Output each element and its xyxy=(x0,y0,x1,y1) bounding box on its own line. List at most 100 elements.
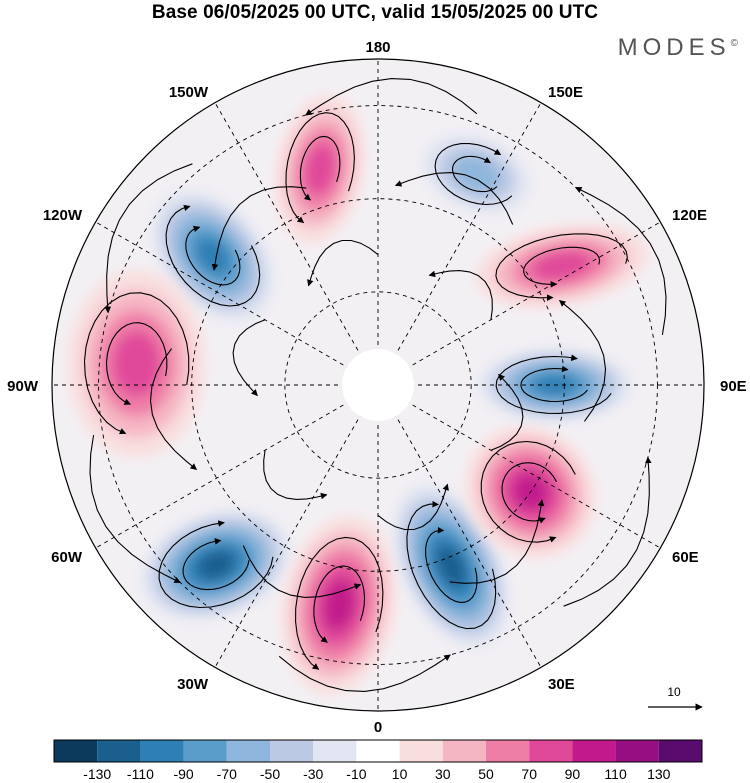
streamline xyxy=(295,536,384,670)
colorbar-swatch xyxy=(313,740,357,762)
map-border xyxy=(51,58,705,712)
colorbar-tick-label: -130 xyxy=(83,766,111,782)
colorbar-swatch xyxy=(658,740,702,762)
streamline xyxy=(263,450,328,500)
streamline xyxy=(449,499,545,584)
colorbar-swatch xyxy=(54,740,98,762)
meridian-line xyxy=(95,384,379,549)
anomaly-contour xyxy=(197,551,235,579)
anomaly-contour xyxy=(304,143,336,195)
streamline xyxy=(394,172,514,225)
colorbar-tick-label: 50 xyxy=(478,766,494,782)
streamline xyxy=(307,239,379,287)
streamline xyxy=(165,204,261,307)
lon-label-90e: 90E xyxy=(720,378,747,395)
colorbar-frame xyxy=(53,739,703,763)
streamline xyxy=(232,319,266,397)
streamline xyxy=(558,299,607,422)
colorbar-swatch xyxy=(615,740,659,762)
colorbar-tick-label: 70 xyxy=(521,766,537,782)
colorbar-tick-label: 110 xyxy=(604,766,627,782)
anomaly-contour xyxy=(452,156,501,192)
meridian-line xyxy=(377,384,661,549)
brand-mark: © xyxy=(730,38,738,49)
streamline xyxy=(434,143,513,206)
latitude-circle xyxy=(98,105,658,665)
streamline xyxy=(377,483,449,531)
pole-cap xyxy=(342,349,414,421)
streamline xyxy=(313,565,366,643)
colorbar-tick-label: -10 xyxy=(346,766,366,782)
streamline xyxy=(495,354,612,414)
streamline xyxy=(182,538,250,591)
lon-label-0: 0 xyxy=(374,719,382,736)
colorbar-swatch xyxy=(399,740,443,762)
colorbar-swatch xyxy=(356,740,400,762)
streamline xyxy=(105,322,168,405)
streamline xyxy=(425,526,478,603)
meridian-line xyxy=(377,102,542,386)
meridian-line xyxy=(95,221,379,386)
streamline xyxy=(305,78,478,116)
anomaly-contour xyxy=(531,251,592,281)
streamline xyxy=(520,365,588,403)
streamline xyxy=(89,435,181,584)
colorbar-swatch xyxy=(572,740,616,762)
streamline xyxy=(299,135,341,201)
colorbar-tick-label: 30 xyxy=(435,766,451,782)
anomaly-alaska-high xyxy=(275,94,366,244)
streamline xyxy=(83,292,190,435)
colorbar-swatch xyxy=(270,740,314,762)
colorbar-tick-label: -110 xyxy=(127,766,154,782)
meridian-line xyxy=(214,102,379,386)
streamline xyxy=(575,186,667,335)
anomaly-contour xyxy=(112,331,161,397)
latitude-circle xyxy=(284,291,472,479)
colorbar-swatch xyxy=(140,740,184,762)
streamline xyxy=(495,233,628,301)
lon-label-30w: 30W xyxy=(177,676,209,693)
anomaly-e-asia-high xyxy=(475,223,649,309)
colorbar-tick-label: -70 xyxy=(217,766,237,782)
map-disk xyxy=(52,59,704,711)
lon-label-90w: 90W xyxy=(7,378,39,395)
streamline xyxy=(501,462,557,524)
colorbar-swatch xyxy=(486,740,530,762)
streamlines xyxy=(83,78,667,692)
reference-vector-label: 10 xyxy=(667,685,681,699)
anomaly-contour xyxy=(195,237,231,275)
streamline xyxy=(185,225,241,286)
modes-logo: MODES© xyxy=(618,34,738,62)
colorbar-swatch xyxy=(97,740,141,762)
streamline xyxy=(211,186,307,271)
colorbar-tick-label: 130 xyxy=(647,766,671,782)
lon-label-150e: 150E xyxy=(548,84,583,101)
streamline xyxy=(480,440,576,543)
streamline xyxy=(158,520,274,609)
colorbar-swatch xyxy=(226,740,270,762)
colorbar-swatch xyxy=(183,740,227,762)
streamline xyxy=(523,246,601,288)
colorbar-tick-label: -90 xyxy=(173,766,193,782)
map-title: Base 06/05/2025 00 UTC, valid 15/05/2025… xyxy=(151,2,599,23)
lon-label-120e: 120E xyxy=(672,207,707,224)
streamline xyxy=(490,373,524,451)
reference-vector: 10 xyxy=(648,685,703,711)
colorbar: -130 -110 -90 -70 -50 -30 -10 10 30 50 70 90 110 130 xyxy=(53,739,703,782)
colorbar-tick-label: -50 xyxy=(260,766,280,782)
streamline xyxy=(406,500,497,630)
streamline xyxy=(242,545,362,598)
colorbar-swatch xyxy=(442,740,486,762)
anomaly-canada-e-high xyxy=(68,270,206,458)
streamline xyxy=(285,112,355,224)
colorbar-tick-label: 90 xyxy=(565,766,581,782)
anomaly-kamchatka-low xyxy=(422,133,531,215)
meridian-line xyxy=(214,384,379,668)
lon-label-30e: 30E xyxy=(548,676,575,693)
lon-label-120w: 120W xyxy=(43,207,83,224)
lon-label-180: 180 xyxy=(365,39,390,56)
lon-label-60e: 60E xyxy=(672,549,699,566)
anomaly-contour xyxy=(437,546,466,587)
streamline xyxy=(428,270,493,320)
